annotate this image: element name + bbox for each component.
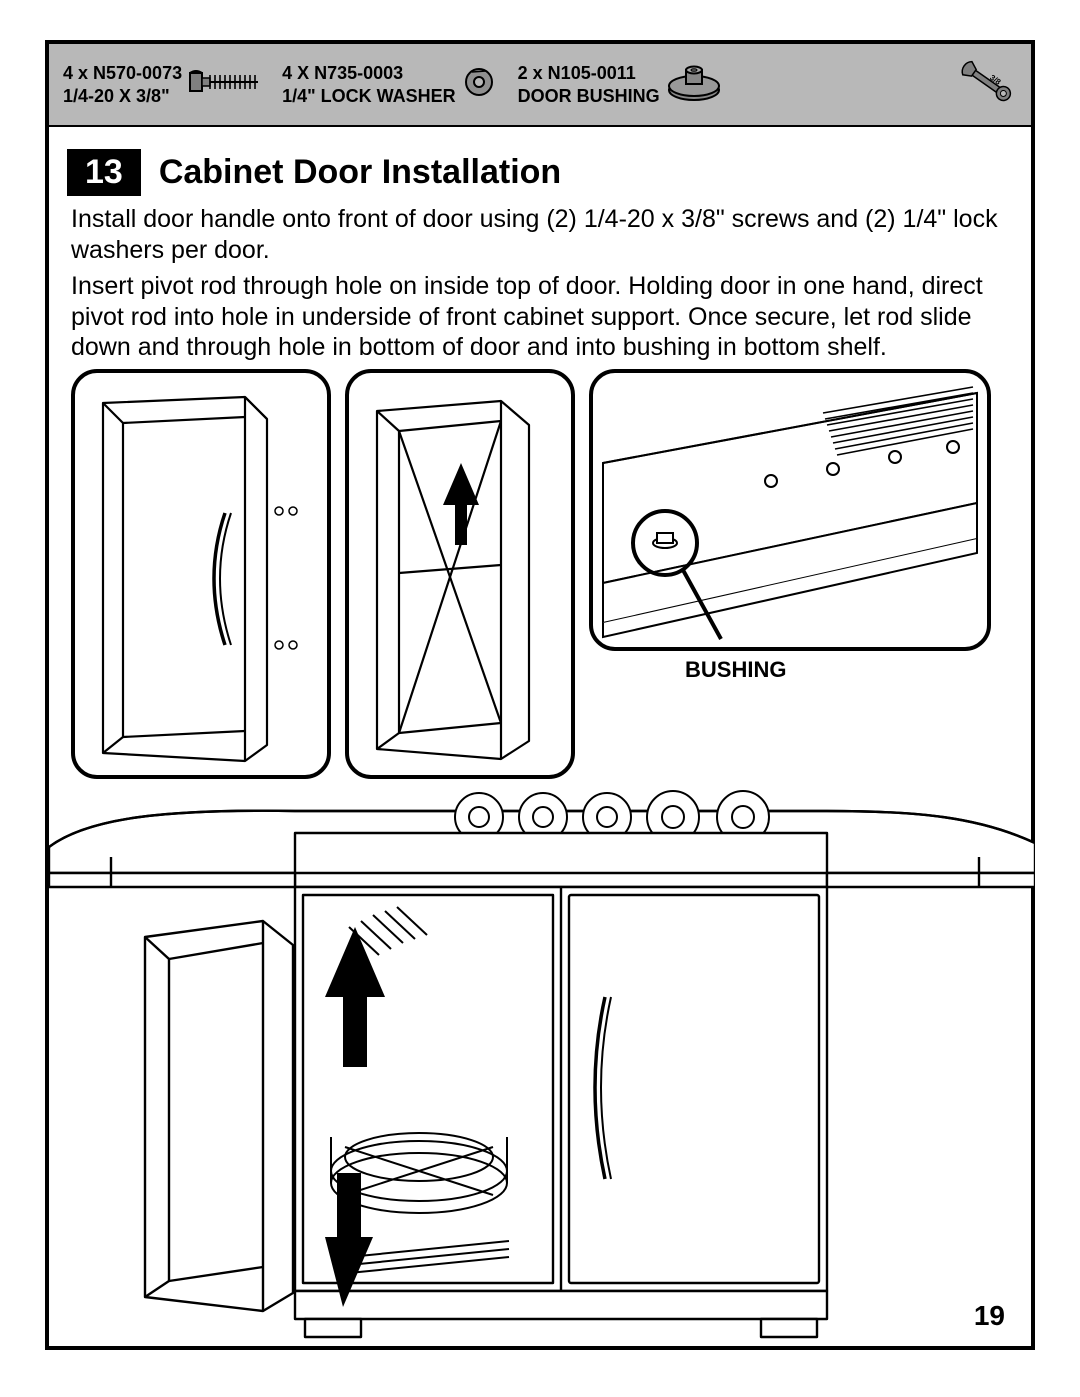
part-bushing-text: 2 x N105-0011 DOOR BUSHING: [518, 62, 660, 107]
step-title: Cabinet Door Installation: [159, 153, 561, 192]
part-bushing-spec: DOOR BUSHING: [518, 86, 660, 106]
part-screw-text: 4 x N570-0073 1/4-20 X 3/8": [63, 62, 182, 107]
page-frame: 4 x N570-0073 1/4-20 X 3/8": [45, 40, 1035, 1350]
part-washer-text: 4 X N735-0003 1/4" LOCK WASHER: [282, 62, 456, 107]
page-number: 19: [974, 1300, 1005, 1332]
part-washer: 4 X N735-0003 1/4" LOCK WASHER: [282, 62, 496, 107]
parts-bar: 4 x N570-0073 1/4-20 X 3/8": [49, 44, 1031, 127]
wrench-icon: 3/8: [957, 54, 1017, 115]
part-washer-qty: 4 X N735-0003: [282, 63, 403, 83]
part-screw-spec: 1/4-20 X 3/8": [63, 86, 170, 106]
washer-icon: [462, 65, 496, 104]
part-screw-qty: 4 x N570-0073: [63, 63, 182, 83]
diagram-bushing: [589, 369, 991, 651]
part-screw: 4 x N570-0073 1/4-20 X 3/8": [63, 62, 264, 107]
part-washer-spec: 1/4" LOCK WASHER: [282, 86, 456, 106]
diagram-bushing-wrap: BUSHING: [589, 369, 991, 779]
step-para-1: Install door handle onto front of door u…: [71, 204, 1009, 265]
screw-icon: [188, 65, 264, 104]
bushing-icon: [666, 60, 722, 109]
diagram-row: BUSHING: [71, 369, 1009, 779]
part-bushing-qty: 2 x N105-0011: [518, 63, 636, 83]
step-header: 13 Cabinet Door Installation: [67, 149, 1013, 196]
bushing-label: BUSHING: [685, 657, 991, 683]
diagram-cabinet-assembly: [49, 787, 1031, 1347]
diagram-pivot-rod: [345, 369, 575, 779]
step-para-2: Insert pivot rod through hole on inside …: [71, 271, 1009, 363]
step-number-badge: 13: [67, 149, 141, 196]
part-bushing: 2 x N105-0011 DOOR BUSHING: [518, 60, 722, 109]
diagram-door-handle: [71, 369, 331, 779]
